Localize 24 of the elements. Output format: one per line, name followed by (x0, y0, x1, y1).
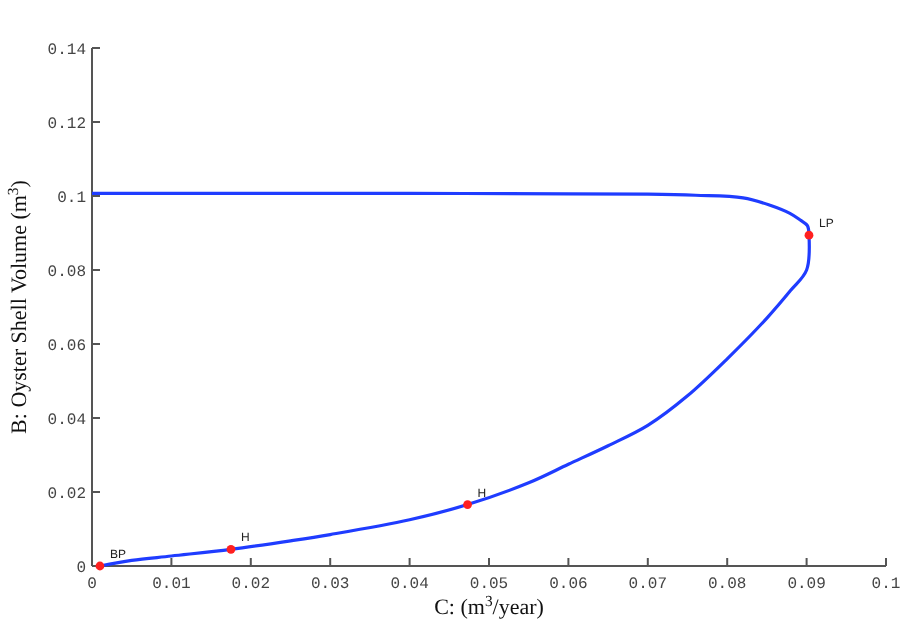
x-tick-label: 0.09 (787, 576, 827, 594)
x-tick-label: 0.08 (708, 576, 747, 594)
x-tick-label: 0.02 (231, 576, 271, 594)
line-series (90, 191, 811, 568)
y-tick-label: 0.12 (47, 116, 87, 134)
x-tick-label: 0.05 (469, 576, 509, 594)
point (804, 230, 814, 240)
x-axis-title: C: (m$^{3}$/year) (434, 591, 545, 620)
x-tick-label: 0.04 (390, 576, 430, 594)
y-tick-label: 0 (76, 560, 87, 578)
y-tick-label: 0.1 (57, 190, 87, 208)
x-tick-label: 0.1 (871, 576, 900, 594)
x-tick-label: 0.01 (152, 576, 191, 594)
y-tick-label: 0.08 (47, 264, 87, 282)
x-tick-label: 0.07 (628, 576, 668, 594)
y-tick-label: 0.14 (47, 42, 87, 60)
y-tick-label: 0.04 (47, 412, 87, 430)
x-tick-label: 0.03 (311, 576, 350, 594)
y-tick-label: 0.02 (47, 486, 87, 504)
y-tick-label: 0.06 (47, 338, 87, 356)
x-tick-label: 0 (87, 576, 98, 594)
point (226, 544, 236, 554)
point (463, 500, 472, 509)
x-tick-label: 0.06 (549, 576, 588, 594)
